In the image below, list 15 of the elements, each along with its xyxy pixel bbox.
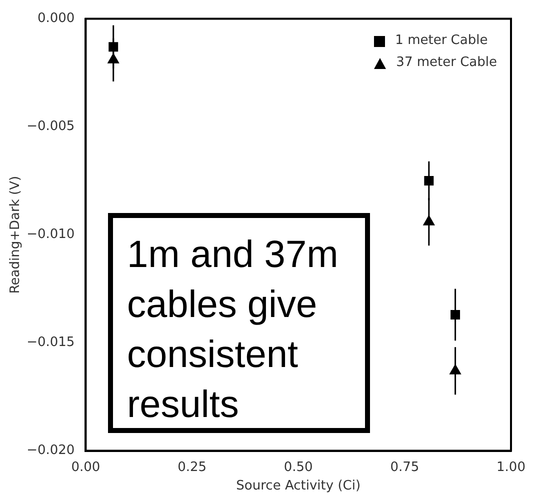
x-tick-label: 1.00 — [496, 460, 526, 475]
x-tick-label: 0.00 — [71, 460, 100, 475]
y-tick-label: −0.020 — [26, 443, 75, 458]
annotation: 1m and 37m cables give consistent results — [108, 213, 370, 433]
x-axis-title: Source Activity (Ci) — [236, 478, 361, 494]
y-axis-title: Reading+Dark (V) — [8, 176, 24, 294]
x-tick-label: 0.75 — [390, 460, 420, 475]
legend-label: 37 meter Cable — [396, 54, 497, 72]
x-tick-label: 0.25 — [178, 460, 207, 475]
y-tick-label: −0.010 — [26, 227, 75, 242]
y-tick-label: 0.000 — [37, 11, 75, 26]
x-tick-label: 0.50 — [284, 460, 313, 475]
legend-label: 1 meter Cable — [395, 32, 488, 50]
y-tick-label: −0.005 — [26, 119, 75, 134]
y-tick-label: −0.015 — [26, 335, 75, 350]
